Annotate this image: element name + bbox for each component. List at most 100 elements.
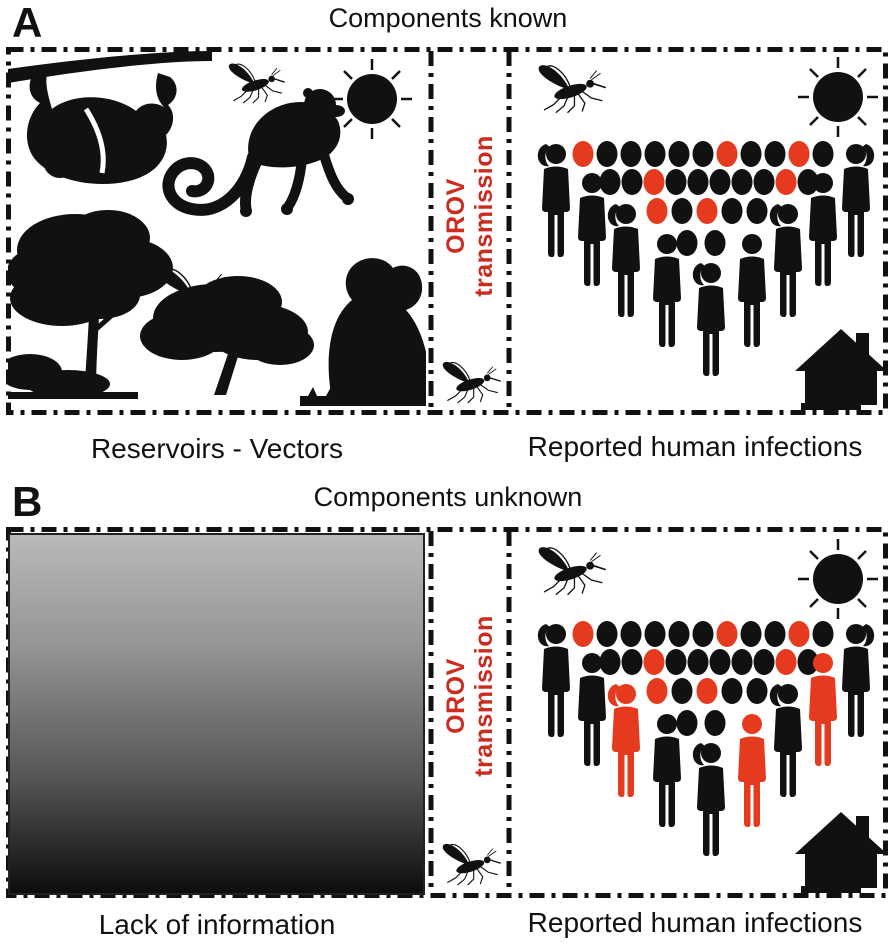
panel-a-label: A (12, 0, 43, 46)
woman-figure-black (537, 144, 570, 257)
woman-figure-black (692, 263, 725, 376)
infection-dot-grid (572, 141, 834, 256)
woman-figure-black (692, 743, 725, 856)
sun-icon (330, 57, 414, 141)
tree-branch-icon (8, 51, 212, 83)
infection-dot-black (764, 621, 786, 647)
infection-dot-black (721, 678, 743, 704)
sun-icon (796, 537, 880, 621)
panel-b-human-infections (537, 537, 887, 893)
infection-dot-black (620, 621, 642, 647)
infection-dot-black (621, 649, 643, 675)
mosquito-icon (442, 843, 502, 886)
forest-trees-icon (8, 210, 314, 399)
infection-dot-black (704, 230, 726, 256)
infection-dot-black (797, 649, 819, 675)
infection-dot-black (753, 649, 775, 675)
panel-a-right-caption: Reported human infections (527, 431, 863, 462)
infection-dot-red (775, 649, 797, 675)
woman-figure-red (607, 684, 640, 797)
woman-figure-black (842, 624, 875, 737)
panel-a-left-caption: Reservoirs - Vectors (90, 433, 344, 464)
infection-dot-black (687, 649, 709, 675)
woman-figure-black (537, 624, 570, 737)
infection-dot-black (740, 621, 762, 647)
panel-a-human-infections (537, 55, 887, 410)
infection-dot-black (812, 621, 834, 647)
sun-icon (796, 55, 880, 139)
infection-dot-black (746, 678, 768, 704)
infection-dot-black (621, 169, 643, 195)
infection-dot-black (687, 169, 709, 195)
infection-dot-black (709, 169, 731, 195)
orov-transmission-label: OROV transmission (442, 615, 498, 778)
infection-dot-black (665, 649, 687, 675)
man-figure-black (653, 234, 681, 347)
infection-dot-black (599, 169, 621, 195)
infection-dot-black (812, 141, 834, 167)
panel-b-left-caption: Lack of information (98, 909, 336, 940)
infection-dot-black (668, 141, 690, 167)
infection-dot-red (775, 169, 797, 195)
infection-dot-red (788, 621, 810, 647)
infection-dot-black (644, 621, 666, 647)
panel-b-transmission-gutter: OROV transmission (431, 527, 509, 895)
hanging-sloth-icon (26, 69, 177, 185)
infection-dot-black (665, 169, 687, 195)
panel-a-title: Components known (328, 3, 568, 33)
infection-dot-red (696, 198, 718, 224)
infection-dot-black (797, 169, 819, 195)
sitting-monkey-icon (300, 258, 426, 406)
infection-dot-black (596, 621, 618, 647)
infection-dot-black (676, 230, 698, 256)
infection-dot-red (788, 141, 810, 167)
mosquito-icon (537, 64, 607, 114)
infection-dot-black (599, 649, 621, 675)
infection-dot-grid (572, 621, 834, 736)
infection-dot-black (709, 649, 731, 675)
reservoirs-vectors-art (8, 51, 426, 406)
infection-dot-red (716, 141, 738, 167)
woman-figure-black (769, 204, 802, 317)
spider-monkey-icon (162, 88, 354, 217)
woman-figure-black (769, 684, 802, 797)
midge-icon (228, 62, 286, 104)
woman-figure-black (607, 204, 640, 317)
infection-dot-red (646, 198, 668, 224)
mosquito-icon (442, 361, 502, 404)
infection-dot-black (692, 621, 714, 647)
infection-dot-red (572, 621, 594, 647)
infection-dot-black (671, 678, 693, 704)
infection-dot-red (646, 678, 668, 704)
infection-dot-red (643, 169, 665, 195)
infection-dot-black (753, 169, 775, 195)
panel-a-transmission-gutter: OROV transmission (431, 47, 509, 415)
panel-b-label: B (12, 478, 43, 525)
infection-dot-black (746, 198, 768, 224)
infection-dot-red (572, 141, 594, 167)
house-icon (795, 812, 887, 893)
infection-dot-black (671, 198, 693, 224)
man-figure-black (738, 234, 766, 347)
woman-figure-black (842, 144, 875, 257)
panel-a-border (6, 47, 888, 415)
infection-dot-red (643, 649, 665, 675)
infection-dot-black (668, 621, 690, 647)
infection-dot-black (596, 141, 618, 167)
infection-dot-black (721, 198, 743, 224)
lack-of-information-gradient (8, 533, 425, 895)
infection-dot-black (764, 141, 786, 167)
mosquito-icon (537, 546, 607, 596)
house-icon (795, 329, 887, 410)
infection-dot-red (716, 621, 738, 647)
infection-dot-black (731, 169, 753, 195)
infection-dot-black (704, 710, 726, 736)
infection-dot-black (692, 141, 714, 167)
panel-b-title: Components unknown (313, 482, 583, 512)
panel-b-right-caption: Reported human infections (527, 907, 863, 938)
man-figure-black (653, 714, 681, 827)
orov-transmission-label: OROV transmission (442, 135, 498, 298)
infection-dot-red (696, 678, 718, 704)
infection-dot-black (644, 141, 666, 167)
